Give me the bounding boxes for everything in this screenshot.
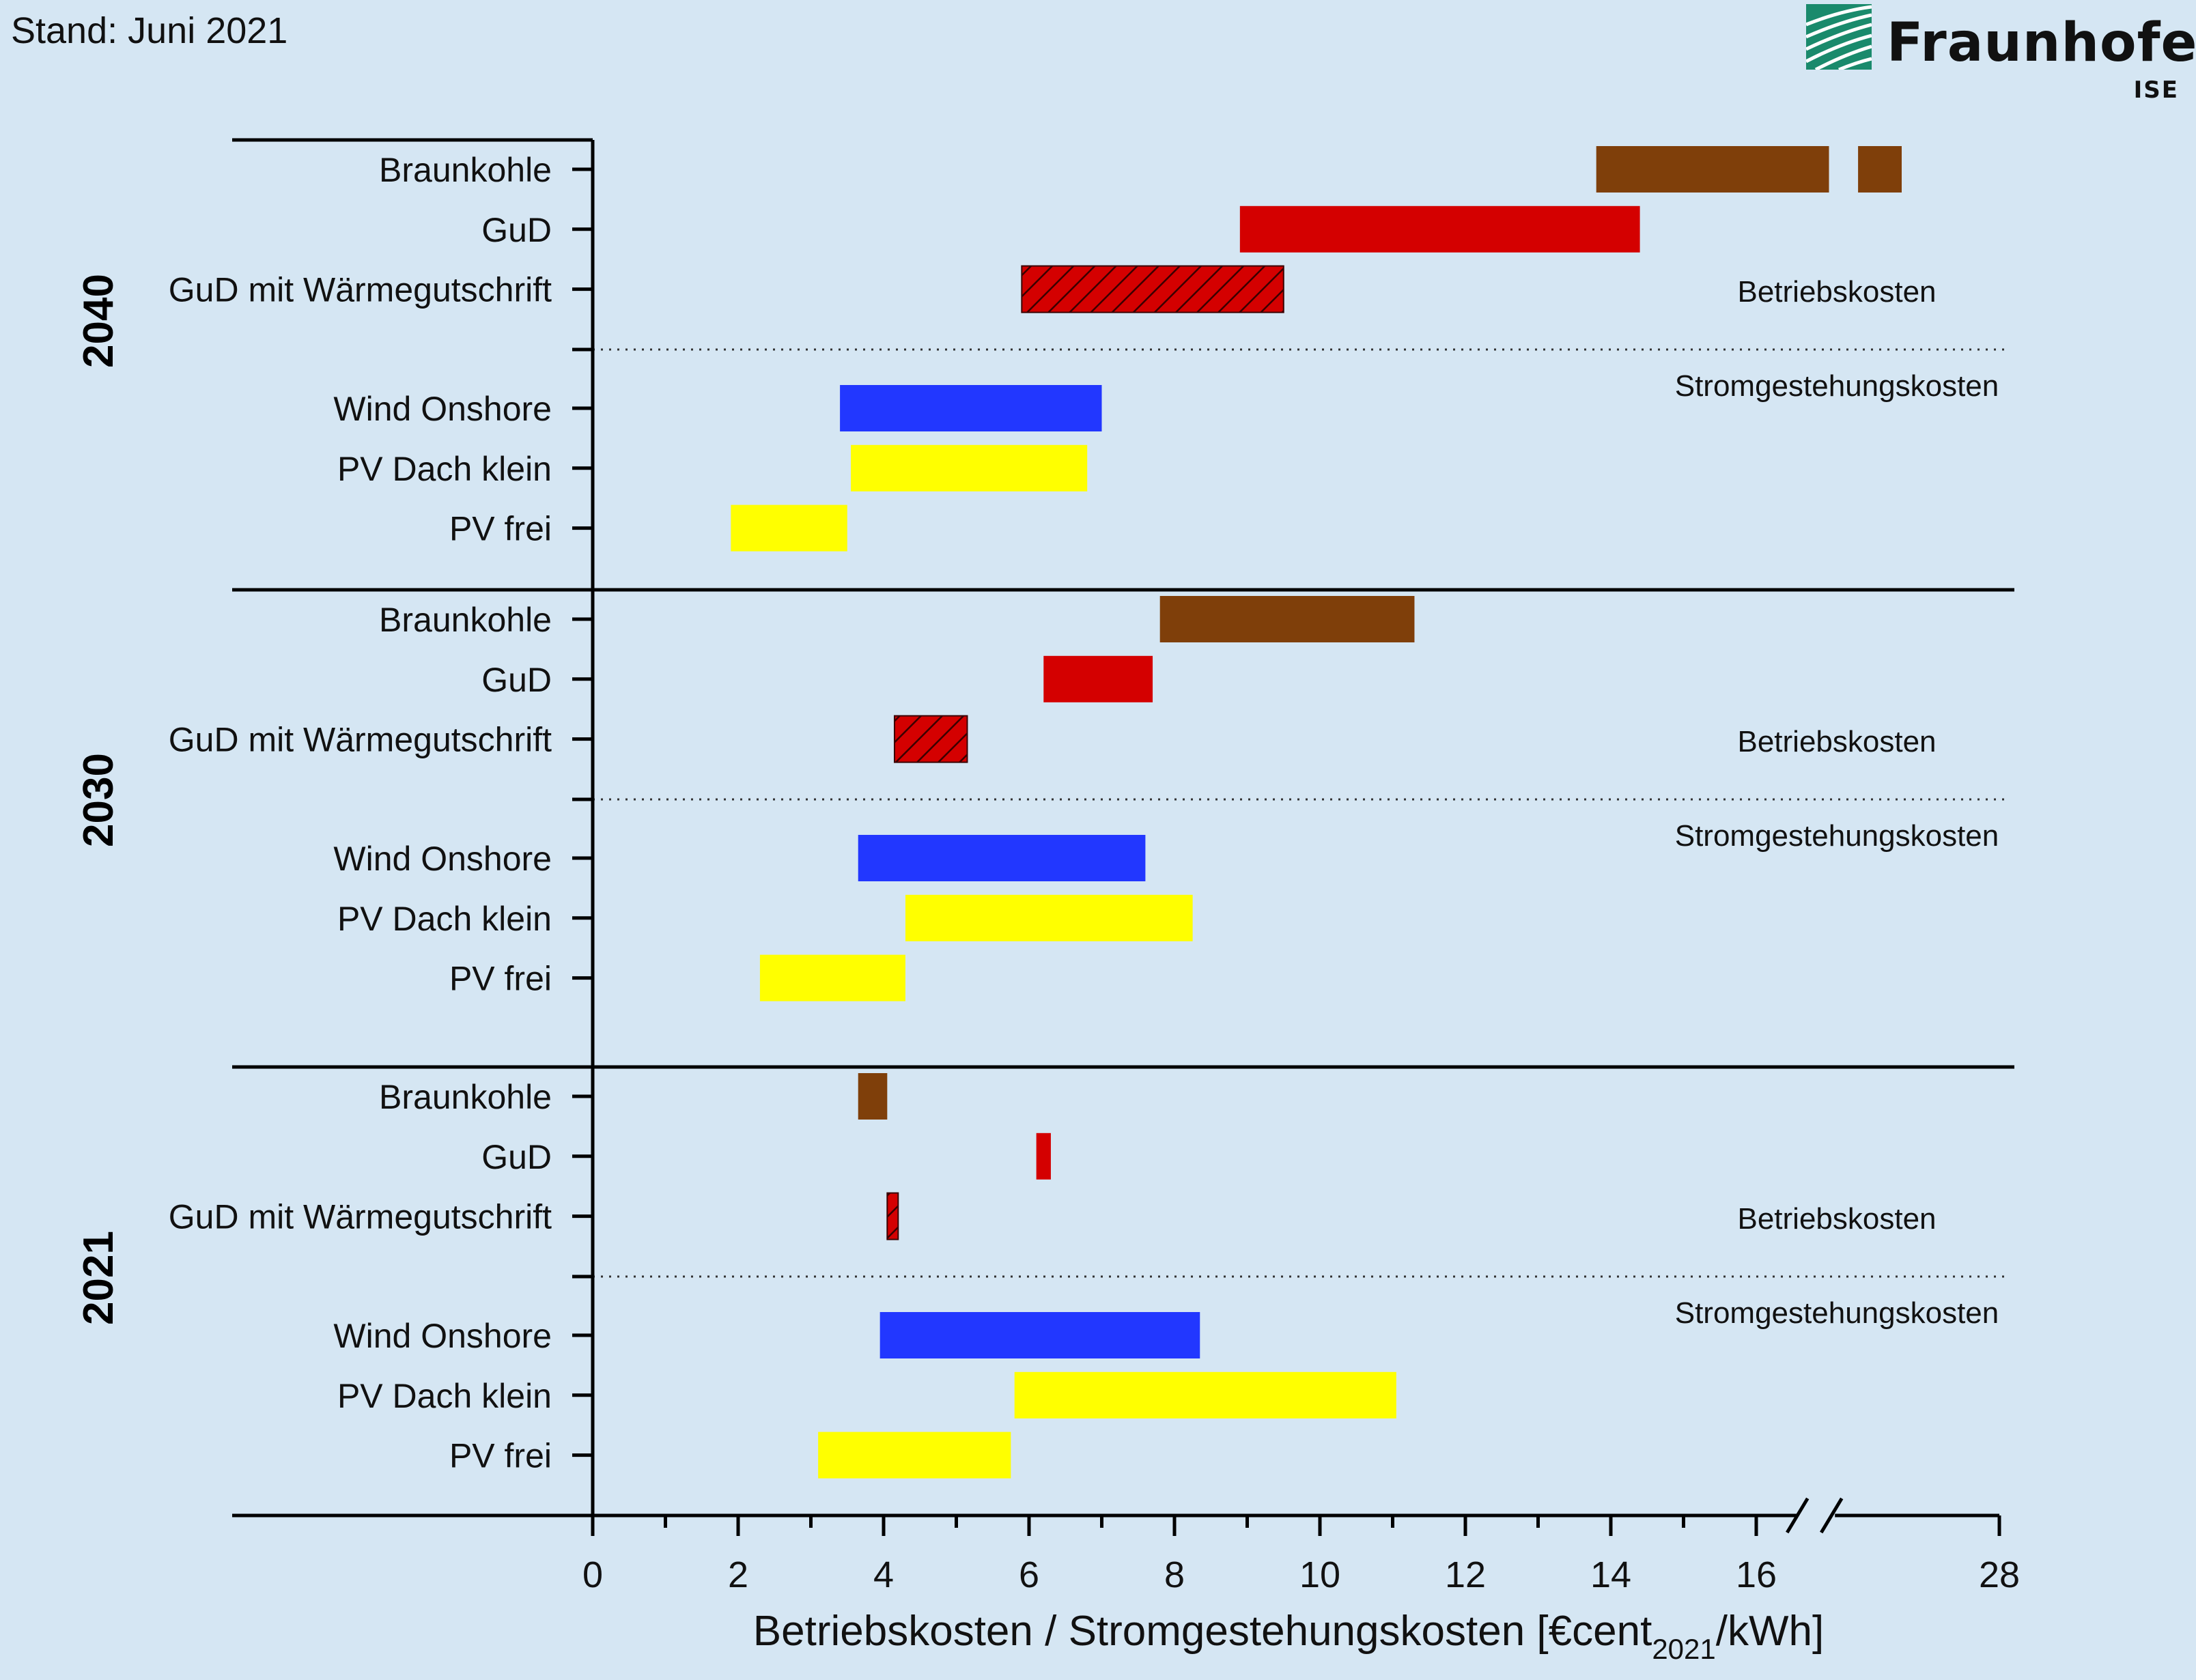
stand-date: Stand: Juni 2021 [11,10,288,51]
section-label-lower: Stromgestehungskosten [1675,369,1999,403]
section-label-lower: Stromgestehungskosten [1675,1296,1999,1330]
range-bar [1858,146,1902,193]
range-bar [887,1193,899,1240]
category-label: Wind Onshore [333,1317,552,1355]
range-bar [731,504,847,552]
category-label: Wind Onshore [333,840,552,878]
range-bar [1036,1133,1051,1180]
category-label: GuD [481,661,552,699]
category-label: Wind Onshore [333,390,552,428]
range-bar [858,1073,888,1120]
x-tick-label: 12 [1445,1554,1486,1595]
category-label: PV frei [449,1437,552,1475]
x-tick-label: 14 [1590,1554,1631,1595]
range-bar [858,835,1146,881]
range-bar [1022,266,1284,313]
range-bar [879,1312,1200,1358]
category-label: GuD mit Wärmegutschrift [169,721,552,759]
range-bar [1596,146,1829,193]
year-label: 2030 [75,753,122,847]
x-tick-label: 6 [1019,1554,1039,1595]
x-tick-label: 10 [1299,1554,1340,1595]
axis-break-mark [1820,1497,1844,1534]
category-label: PV frei [449,510,552,548]
year-label: 2040 [75,274,122,368]
section-label-upper: Betriebskosten [1737,1202,1936,1236]
range-bar [818,1432,1011,1479]
category-label: PV Dach klein [337,900,552,938]
range-bar [851,444,1088,492]
section-label-lower: Stromgestehungskosten [1675,819,1999,853]
category-label: Braunkohle [379,1078,552,1116]
fraunhofer-emblem-icon [1806,4,1872,70]
category-label: GuD mit Wärmegutschrift [169,1198,552,1236]
x-tick-label: 28 [1979,1554,2020,1595]
x-tick-label: 4 [873,1554,894,1595]
axis-break-mark [1786,1497,1810,1534]
range-bar [840,385,1102,431]
category-label: GuD mit Wärmegutschrift [169,271,552,309]
x-tick-label: 8 [1164,1554,1185,1595]
range-bar-outline [886,1192,899,1240]
category-label: PV frei [449,960,552,998]
x-tick-label: 0 [582,1554,603,1595]
range-bar [759,954,905,1001]
category-label: PV Dach klein [337,450,552,488]
logo-brand-text: Fraunhofer [1887,12,2196,74]
range-bar [1159,596,1415,642]
range-bar [1043,655,1153,702]
x-tick-label: 2 [728,1554,748,1595]
section-label-upper: Betriebskosten [1737,275,1936,309]
year-label: 2021 [75,1231,122,1325]
range-bar [905,894,1193,941]
range-bar [894,715,968,763]
category-label: GuD [481,211,552,249]
category-label: Braunkohle [379,151,552,189]
category-label: Braunkohle [379,601,552,639]
range-bar-outline [1021,265,1284,313]
range-bar [1014,1371,1396,1419]
section-label-upper: Betriebskosten [1737,725,1936,758]
x-axis-title: Betriebskosten / Stromgestehungskosten [… [753,1608,1824,1665]
x-tick-label: 16 [1736,1554,1777,1595]
fraunhofer-logo: Fraunhofer ISE [1806,1,2196,104]
range-bar [1239,205,1640,253]
category-label: GuD [481,1138,552,1176]
logo-sub-text: ISE [2133,76,2179,104]
range-bar-outline [893,715,968,763]
category-label: PV Dach klein [337,1377,552,1415]
